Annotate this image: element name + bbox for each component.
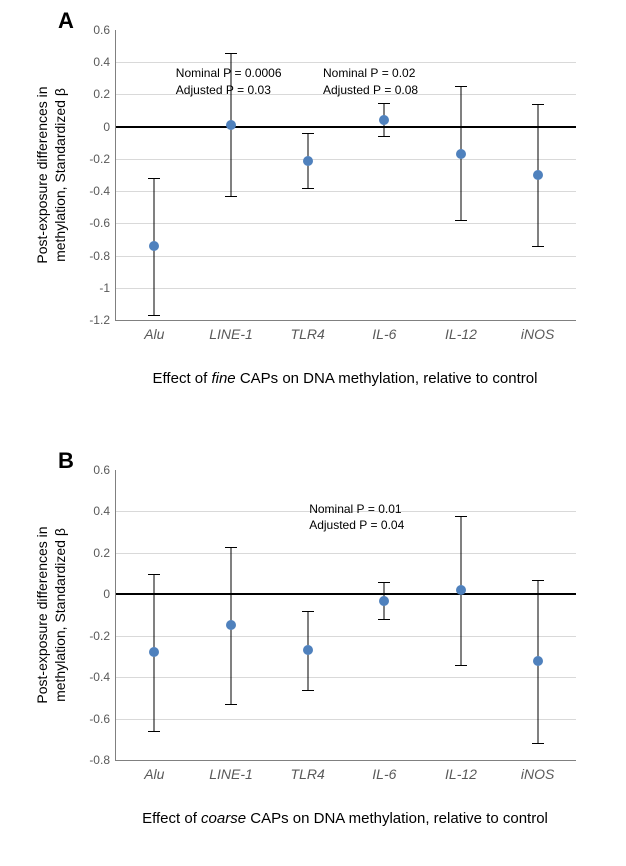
xtick-label: iNOS <box>521 320 554 342</box>
data-point <box>149 241 159 251</box>
ytick-label: -1.2 <box>89 313 116 327</box>
xtick-label: Alu <box>144 320 164 342</box>
error-cap <box>302 133 314 134</box>
panel-b-xlabel: Effect of coarse CAPs on DNA methylation… <box>142 810 548 827</box>
ytick-label: -1 <box>99 281 116 295</box>
xtick-label: IL-12 <box>445 320 477 342</box>
ytick-label: 0.2 <box>93 87 116 101</box>
zero-line <box>116 126 576 128</box>
xtick-label: IL-6 <box>372 320 396 342</box>
error-cap <box>378 136 390 137</box>
error-cap <box>378 582 390 583</box>
panel-b-ylabel-line2: methylation, Standardized β <box>52 528 68 702</box>
error-cap <box>302 188 314 189</box>
gridline <box>116 553 576 554</box>
error-cap <box>532 580 544 581</box>
data-point <box>226 120 236 130</box>
error-cap <box>455 220 467 221</box>
error-cap <box>302 690 314 691</box>
ytick-label: 0.6 <box>93 23 116 37</box>
xtick-label: IL-12 <box>445 760 477 782</box>
panel-a-xlabel: Effect of fine CAPs on DNA methylation, … <box>153 370 538 387</box>
error-cap <box>225 547 237 548</box>
panel-b-label: B <box>58 448 74 474</box>
gridline <box>116 223 576 224</box>
xtick-label: LINE-1 <box>209 760 253 782</box>
data-point <box>456 585 466 595</box>
data-point <box>379 596 389 606</box>
ytick-label: 0.4 <box>93 55 116 69</box>
p-value-annotation: Nominal P = 0.0006Adjusted P = 0.03 <box>176 65 282 97</box>
zero-line <box>116 593 576 595</box>
p-value-annotation: Nominal P = 0.02Adjusted P = 0.08 <box>323 65 418 97</box>
panel-b-plot: -0.8-0.6-0.4-0.200.20.40.6AluLINE-1TLR4I… <box>115 470 576 761</box>
data-point <box>533 170 543 180</box>
data-point <box>379 115 389 125</box>
error-cap <box>148 315 160 316</box>
data-point <box>456 149 466 159</box>
error-cap <box>455 516 467 517</box>
panel-a-ylabel-line2: methylation, Standardized β <box>52 88 68 262</box>
ytick-label: -0.6 <box>89 216 116 230</box>
xtick-label: TLR4 <box>291 320 325 342</box>
ytick-label: -0.4 <box>89 670 116 684</box>
panel-a-label: A <box>58 8 74 34</box>
gridline <box>116 719 576 720</box>
error-cap <box>455 665 467 666</box>
figure: A -1.2-1-0.8-0.6-0.4-0.200.20.40.6AluLIN… <box>0 0 626 866</box>
error-cap <box>225 196 237 197</box>
gridline <box>116 288 576 289</box>
ytick-label: -0.4 <box>89 184 116 198</box>
error-cap <box>378 103 390 104</box>
panel-a-plot: -1.2-1-0.8-0.6-0.4-0.200.20.40.6AluLINE-… <box>115 30 576 321</box>
xtick-label: iNOS <box>521 760 554 782</box>
error-cap <box>302 611 314 612</box>
panel-a-ylabel-line1: Post-exposure differences in <box>34 86 50 263</box>
error-cap <box>148 178 160 179</box>
ytick-label: -0.2 <box>89 152 116 166</box>
gridline <box>116 677 576 678</box>
error-cap <box>148 731 160 732</box>
gridline <box>116 636 576 637</box>
data-point <box>303 645 313 655</box>
xtick-label: Alu <box>144 760 164 782</box>
gridline <box>116 159 576 160</box>
ytick-label: -0.8 <box>89 753 116 767</box>
error-cap <box>225 704 237 705</box>
ytick-label: 0.6 <box>93 463 116 477</box>
error-cap <box>532 246 544 247</box>
data-point <box>226 620 236 630</box>
ytick-label: 0.4 <box>93 504 116 518</box>
ytick-label: -0.2 <box>89 629 116 643</box>
ytick-label: -0.6 <box>89 712 116 726</box>
ytick-label: 0 <box>103 120 116 134</box>
panel-b-ylabel-line1: Post-exposure differences in <box>34 526 50 703</box>
error-cap <box>532 104 544 105</box>
gridline <box>116 62 576 63</box>
error-cap <box>378 619 390 620</box>
error-cap <box>148 574 160 575</box>
xtick-label: TLR4 <box>291 760 325 782</box>
gridline <box>116 191 576 192</box>
error-cap <box>225 53 237 54</box>
data-point <box>303 156 313 166</box>
gridline <box>116 256 576 257</box>
xtick-label: IL-6 <box>372 760 396 782</box>
xtick-label: LINE-1 <box>209 320 253 342</box>
data-point <box>149 647 159 657</box>
data-point <box>533 656 543 666</box>
p-value-annotation: Nominal P = 0.01Adjusted P = 0.04 <box>309 501 404 533</box>
ytick-label: 0.2 <box>93 546 116 560</box>
ytick-label: 0 <box>103 587 116 601</box>
ytick-label: -0.8 <box>89 249 116 263</box>
error-cap <box>455 86 467 87</box>
error-cap <box>532 743 544 744</box>
